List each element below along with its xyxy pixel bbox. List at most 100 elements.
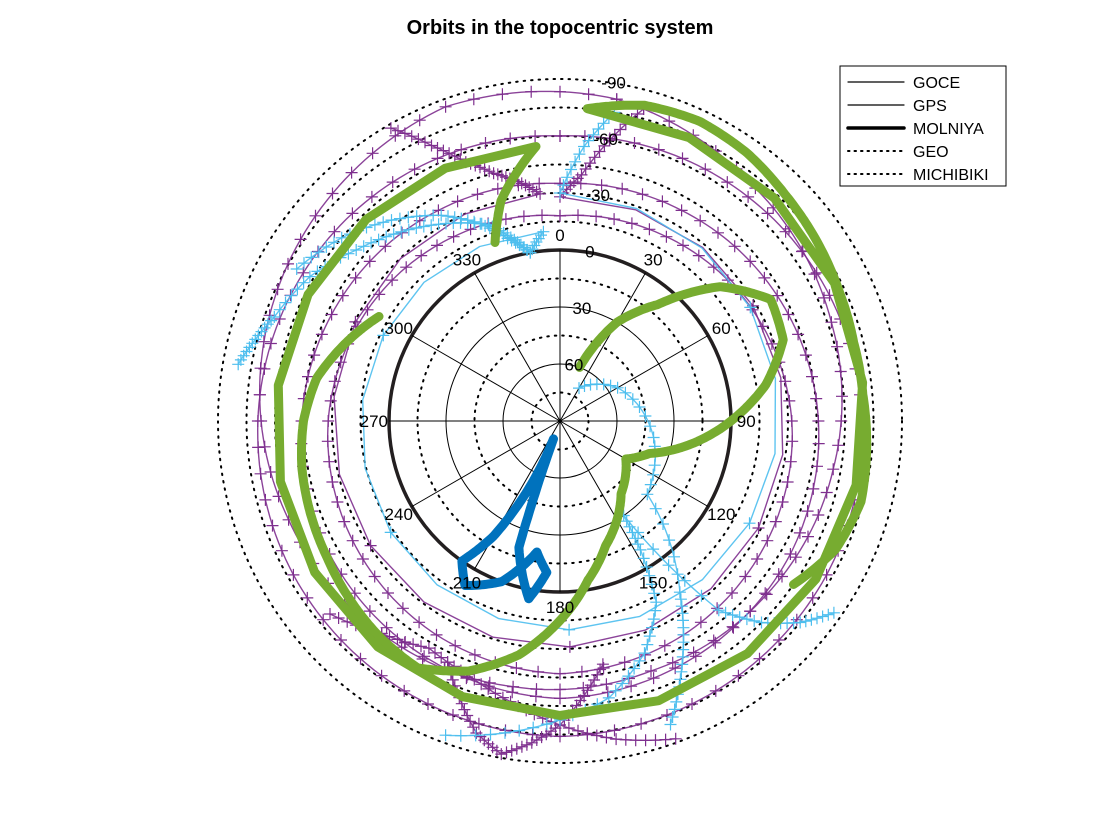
track-marker [623,520,636,533]
track-marker [446,673,459,686]
track-line [333,108,784,648]
grid-ring [245,106,875,736]
track-marker [431,142,444,154]
track-marker [301,591,314,604]
track-marker [363,605,376,618]
track-marker [510,662,523,674]
grid-ring [217,78,903,764]
legend-label: GOCE [913,75,960,92]
track-marker [596,658,609,671]
track-marker [836,390,848,403]
track-marker [744,605,757,618]
track-marker [521,243,534,256]
radial-tick-label: -90 [601,73,626,92]
track-marker [448,150,461,163]
track-marker [728,240,741,253]
track-marker [726,587,738,599]
track-marker [407,638,420,651]
track-marker [366,147,379,160]
track-marker [820,486,833,499]
track-marker [517,210,530,223]
track-marker [482,682,495,695]
track-marker [298,257,310,270]
track-line [297,282,788,676]
track-marker [266,519,279,532]
grid-spoke [411,420,561,507]
track-marker [581,727,594,740]
angle-tick-label: 60 [712,319,731,338]
track-marker [639,410,652,422]
track-marker [387,228,400,241]
track-marker [505,744,518,757]
track-marker [432,218,445,231]
track-marker [449,639,462,652]
track-marker [415,249,428,262]
track-marker [297,276,310,289]
track-marker [647,431,660,444]
track-marker [455,143,468,156]
track-marker [437,144,450,157]
track-marker [398,127,411,140]
track-marker [439,100,452,113]
track-marker [789,551,802,564]
track-marker [290,263,303,275]
track-marker [464,715,477,728]
track-marker [590,729,603,742]
track-marker [294,233,307,246]
angle-tick-label: 120 [707,505,735,524]
track-marker [753,652,766,665]
track-marker [758,271,771,284]
track-marker [677,239,689,252]
track-marker [338,515,351,528]
track-marker [692,249,705,262]
track-marker [733,611,746,624]
track-marker [695,589,708,602]
track-marker [644,420,657,433]
track-marker [377,329,390,342]
track-marker [475,678,488,691]
track-marker [608,213,621,226]
track-marker [614,123,627,136]
track-marker [379,240,392,253]
track-marker [287,568,300,581]
track-marker [325,308,338,321]
track-marker [308,349,321,362]
track-marker [783,394,796,407]
track-marker [349,315,362,328]
track-marker [656,195,669,208]
track-marker [604,379,617,392]
track-marker [264,466,277,478]
track-marker [643,569,656,582]
track-marker [254,388,266,401]
track-marker [470,727,483,739]
track-marker [610,733,623,746]
track-marker [384,122,397,135]
track-marker [669,662,682,675]
track-marker [312,246,325,259]
track-marker [285,289,298,302]
legend-label: GPS [913,98,947,115]
chart-title: Orbits in the topocentric system [407,17,714,39]
track-marker [326,476,339,488]
track-marker [619,386,632,399]
track-marker [634,543,647,556]
track-marker [811,460,823,473]
track-marker [740,613,753,626]
track-marker [350,244,363,256]
track-marker [633,401,646,413]
grid-spoke [559,335,709,422]
track-marker [658,639,671,652]
track-marker [643,630,656,643]
track-marker [534,187,547,200]
track-marker [784,455,797,468]
radial-tick-label: 0 [585,243,594,262]
track-marker [263,309,276,322]
series-geo [457,434,558,604]
track-marker [825,316,838,329]
track-marker [572,724,584,737]
track-marker [631,538,644,551]
track-marker [807,482,820,495]
track-marker [601,686,614,699]
track-marker [368,570,381,583]
